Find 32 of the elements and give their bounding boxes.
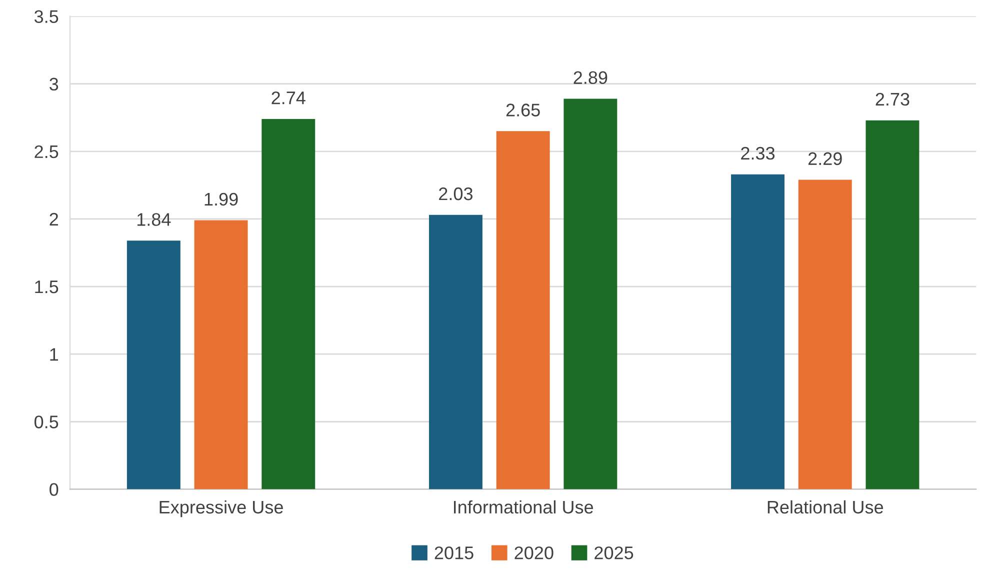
x-tick-label: Expressive Use [160,500,283,518]
bar [126,240,180,490]
y-tick-label: 0 [50,483,58,496]
legend-label: 2025 [594,546,634,560]
y-tick-label: 2 [50,212,58,226]
x-tick-label: Informational Use [454,500,594,514]
bar [798,180,852,490]
data-label: 2.65 [506,104,540,116]
y-tick-label: 2.5 [34,145,58,158]
bar [866,120,920,490]
data-label: 2.33 [741,146,775,160]
y-tick-label: 3.5 [34,10,58,23]
data-label: 1.99 [204,192,238,206]
bar [428,214,482,490]
y-tick-label: 0.5 [34,416,58,428]
legend-label: 2015 [434,546,474,560]
bar [731,174,784,490]
data-label: 2.89 [574,71,608,84]
data-label: 2.73 [876,92,910,106]
data-label: 2.29 [808,152,842,166]
data-label: 2.74 [272,91,306,104]
legend-label: 2020 [514,546,554,560]
data-label: 2.03 [439,187,472,200]
data-label: 1.84 [137,213,171,226]
y-tick-label: 1 [50,348,58,361]
y-tick-label: 1.5 [35,280,58,294]
bar [564,98,618,490]
x-tick-label: Relational Use [768,500,884,514]
y-tick-label: 3 [50,78,58,91]
bar [194,220,248,490]
bar [262,118,316,490]
bar [496,131,550,490]
